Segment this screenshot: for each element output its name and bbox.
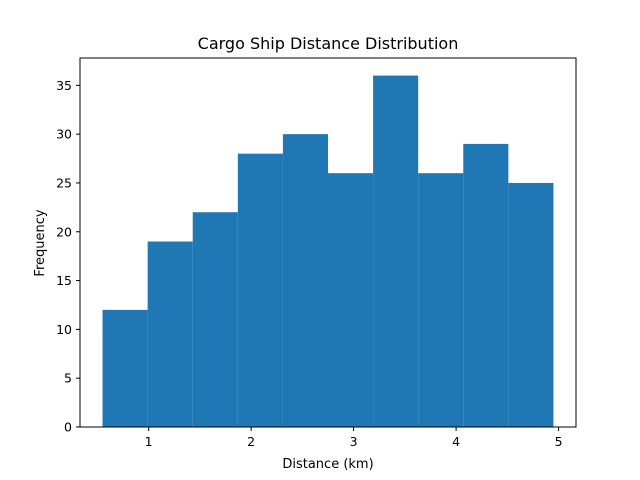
y-axis-label: Frequency: [33, 209, 48, 276]
x-axis-ticks: 1 2 3 4 5: [145, 427, 563, 449]
y-tick-label: 10: [56, 322, 72, 337]
histogram-bar: [328, 173, 374, 427]
y-tick-label: 0: [64, 420, 72, 435]
y-tick-label: 25: [56, 175, 72, 190]
histogram-bar: [102, 309, 148, 427]
y-tick-label: 5: [64, 371, 72, 386]
bars-group: [102, 75, 554, 428]
y-tick-label: 35: [56, 78, 72, 93]
chart-title: Cargo Ship Distance Distribution: [198, 34, 459, 53]
histogram-bar: [147, 241, 193, 427]
x-tick-label: 1: [145, 434, 153, 449]
x-tick-label: 5: [555, 434, 563, 449]
histogram-bar: [463, 143, 509, 427]
plot-frame: [79, 57, 577, 428]
histogram-bar: [508, 182, 554, 427]
x-tick-label: 3: [350, 434, 358, 449]
histogram-bar: [373, 75, 419, 428]
histogram-bar: [192, 212, 238, 427]
y-tick-label: 20: [56, 224, 72, 239]
y-tick-label: 30: [56, 127, 72, 142]
histogram-bar: [237, 153, 283, 427]
x-tick-label: 2: [247, 434, 255, 449]
x-axis-label: Distance (km): [282, 457, 373, 472]
y-tick-label: 15: [56, 273, 72, 288]
histogram-bar: [282, 134, 328, 427]
y-axis-ticks: 0 5 10 15 20 25 30 35: [56, 78, 80, 435]
histogram-bar: [418, 173, 464, 427]
x-tick-label: 4: [452, 434, 460, 449]
